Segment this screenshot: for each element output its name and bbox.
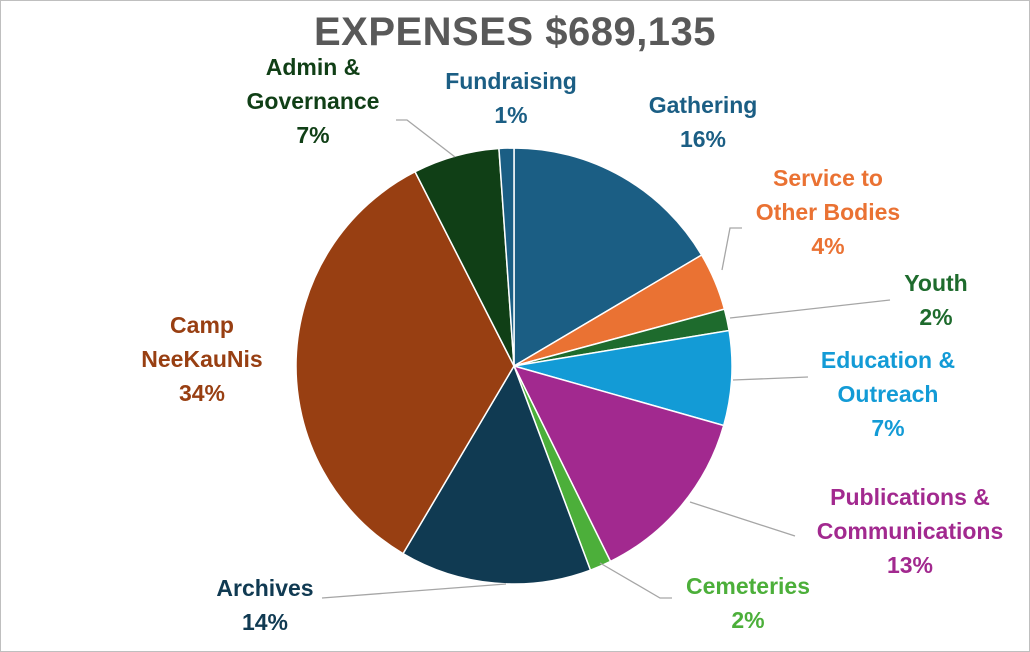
leader-line: [396, 119, 456, 158]
leader-line: [599, 562, 672, 599]
slice-label: Fundraising 1%: [445, 68, 577, 128]
leader-line: [732, 376, 809, 381]
leader-line: [721, 227, 742, 271]
slice-label: Youth 2%: [904, 270, 967, 330]
chart-title: EXPENSES $689,135: [313, 10, 717, 54]
pie-slices: [295, 147, 733, 585]
slice-label: Camp NeeKauNis 34%: [141, 312, 262, 406]
pie-slice-gathering: [513, 147, 703, 368]
slice-label: Admin & Governance 7%: [247, 54, 380, 148]
pie-slice-archives: [402, 364, 592, 585]
slice-label: Archives 14%: [216, 575, 313, 635]
leader-line: [689, 501, 796, 537]
slice-label: Service to Other Bodies 4%: [756, 165, 900, 259]
leader-line: [729, 299, 891, 319]
slice-label: Gathering 16%: [649, 92, 758, 152]
pie-slice-camp-neekaunis: [295, 170, 515, 555]
slice-label: Publications & Communications 13%: [817, 484, 1004, 578]
slice-label: Cemeteries 2%: [686, 573, 810, 633]
pie-slice-fundraising: [498, 147, 515, 367]
leader-line: [321, 583, 507, 599]
slice-label: Education & Outreach 7%: [821, 347, 955, 441]
pie-slice-publications-communications: [512, 364, 725, 563]
